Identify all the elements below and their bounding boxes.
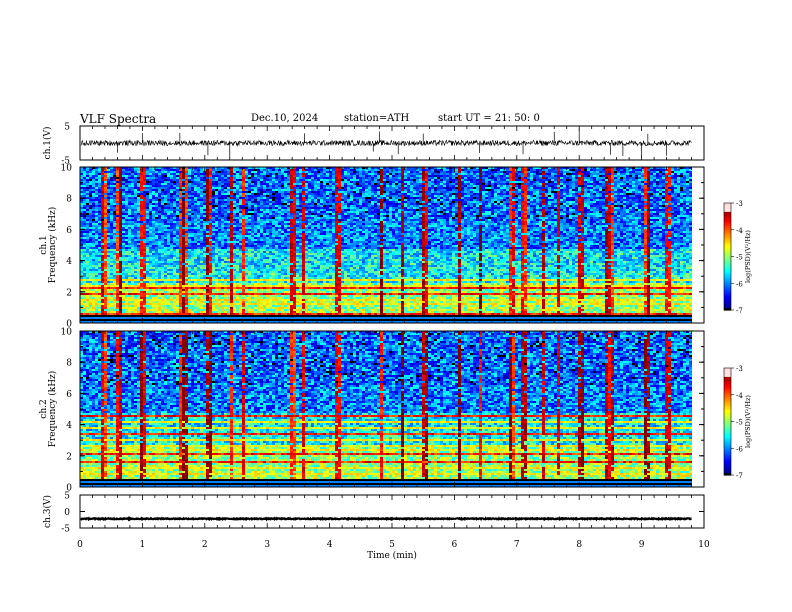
axes-frames (79, 125, 705, 529)
colorbars: -3 -4 -5 -6 -7 log(PSD)(V²/Hz) -3 -4 -5 -6 -7 log(P… (723, 200, 752, 480)
ytick-label: 2 (66, 288, 72, 298)
ch1-spectrogram-colorbar-label: log(PSD)(V²/Hz) (744, 230, 752, 283)
colorbar-tick-label: -6 (736, 445, 743, 453)
ytick-label: 0 (64, 508, 70, 518)
figure-title: VLF Spectra (80, 112, 156, 126)
colorbar-tick-label: -7 (736, 307, 743, 315)
ch1-spectrogram-image (80, 167, 692, 323)
ch1-waveform-line (80, 139, 692, 147)
colorbar-tick-label: -6 (736, 280, 743, 288)
colorbar-tick-label: -5 (736, 419, 743, 427)
station-label: station=ATH (344, 113, 409, 124)
ytick-label: 0 (66, 320, 72, 330)
ytick-label: 5 (64, 123, 70, 133)
xtick-label: 3 (264, 540, 270, 550)
colorbar-tick-label: -4 (736, 392, 743, 400)
colorbar-tick-label: -7 (736, 472, 743, 480)
xtick-label: 1 (140, 540, 146, 550)
ch1-spectrogram-channel-label: ch.1 (39, 235, 49, 254)
xtick-label: 8 (576, 540, 582, 550)
ytick-label: 0 (66, 484, 72, 494)
ytick-label: -5 (61, 157, 70, 167)
ch3-waveform-ylabel: ch.3(V) (42, 495, 53, 528)
xtick-label: 9 (639, 540, 645, 550)
ytick-label: 6 (66, 226, 72, 236)
ch1-waveform-ylabel: ch.1(V) (42, 127, 53, 160)
xtick-label: 5 (389, 540, 395, 550)
ytick-label: 6 (66, 390, 72, 400)
recording-date: Dec.10, 2024 (251, 113, 318, 124)
xtick-label: 4 (327, 540, 333, 550)
xtick-label: 2 (202, 540, 208, 550)
ytick-label: -5 (61, 525, 70, 535)
xtick-label: 0 (77, 540, 83, 550)
ytick-label: 4 (66, 421, 72, 431)
ch2-spectrogram-ylabel: Frequency (kHz) (47, 371, 58, 448)
ytick-label: 10 (61, 328, 73, 338)
ch3-waveform-line (80, 516, 692, 522)
ch2-spectrogram-image (80, 331, 692, 487)
colorbar-tick-label: -3 (736, 365, 743, 373)
ytick-label: 5 (64, 492, 70, 502)
ytick-label: 4 (66, 257, 72, 267)
ytick-label: 2 (66, 452, 72, 462)
ytick-label: 8 (66, 359, 72, 369)
xtick-label: 7 (514, 540, 520, 550)
ch2-spectrogram-channel-label: ch.2 (39, 399, 49, 418)
xtick-label: 10 (698, 540, 710, 550)
colorbar-tick-label: -3 (736, 200, 743, 208)
ytick-label: 10 (61, 164, 73, 174)
xaxis-label: Time (min) (367, 550, 417, 561)
ch1-waveform-trace (80, 128, 692, 157)
start-time-label: start UT = 21: 50: 0 (438, 113, 540, 124)
xtick-label: 6 (452, 540, 458, 550)
colorbar-tick-label: -5 (736, 254, 743, 262)
ch3-waveform-trace (80, 516, 692, 522)
colorbar-tick-label: -4 (736, 227, 743, 235)
ch1-spectrogram-ylabel: Frequency (kHz) (47, 207, 58, 284)
ch2-spectrogram-colorbar-label: log(PSD)(V²/Hz) (744, 395, 752, 448)
ytick-label: 8 (66, 195, 72, 205)
